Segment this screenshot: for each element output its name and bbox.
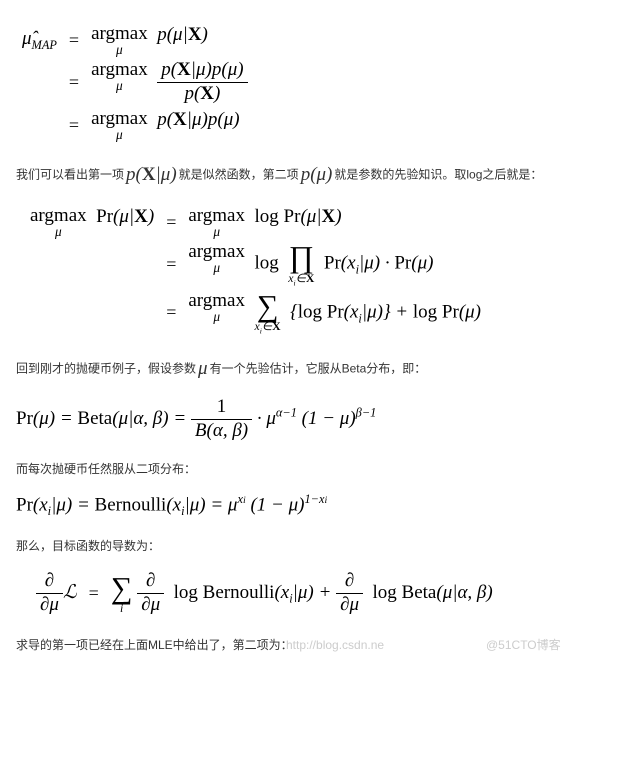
paragraph-5: 求导的第一项已经在上面MLE中给出了，第二项为： http://blog.csd… (16, 636, 607, 654)
paragraph-1: 我们可以看出第一项p(X|μ)就是似然函数，第二项p(μ)就是参数的先验知识。取… (16, 161, 607, 190)
text: 回到刚才的抛硬币例子，假设参数 (16, 361, 196, 375)
paragraph-2: 回到刚才的抛硬币例子，假设参数μ有一个先验估计，它服从Beta分布，即： (16, 355, 607, 384)
inline-likelihood: p(X|μ) (124, 164, 179, 185)
inline-prior: p(μ) (299, 164, 335, 185)
equation-beta-prior: Pr(μ) = Beta(μ|α, β) = 1B(α, β) · μα−1 (… (16, 397, 607, 442)
equation-map-definition: μ̂MAP = argmaxμ p(μ|X) = argmaxμ p(X|μ)p… (16, 22, 607, 143)
paragraph-3: 而每次抛硬币任然服从二项分布： (16, 460, 607, 478)
text: 就是参数的先验知识。取log之后就是： (334, 168, 542, 182)
watermark-right: @51CTO博客 (486, 636, 561, 654)
watermark-left: http://blog.csdn.ne (286, 636, 384, 654)
text: 就是似然函数，第二项 (179, 168, 299, 182)
text: 求导的第一项已经在上面MLE中给出了，第二项为： (16, 638, 293, 652)
text: 我们可以看出第一项 (16, 168, 124, 182)
mu-hat: μ̂ (22, 28, 32, 49)
inline-mu: μ (196, 358, 210, 379)
text: 有一个先验估计，它服从Beta分布，即： (210, 361, 427, 375)
paragraph-4: 那么，目标函数的导数为： (16, 537, 607, 555)
equation-log-map: argmaxμ Pr(μ|X) = argmaxμ log Pr(μ|X) = … (16, 204, 607, 337)
equation-bernoulli: Pr(xi|μ) = Bernoulli(xi|μ) = μxi (1 − μ)… (16, 492, 607, 519)
map-subscript: MAP (32, 38, 57, 52)
equation-derivative: ∂∂μℒ = ∑i ∂∂μ log Bernoulli(xi|μ) + ∂∂μ … (16, 569, 607, 618)
